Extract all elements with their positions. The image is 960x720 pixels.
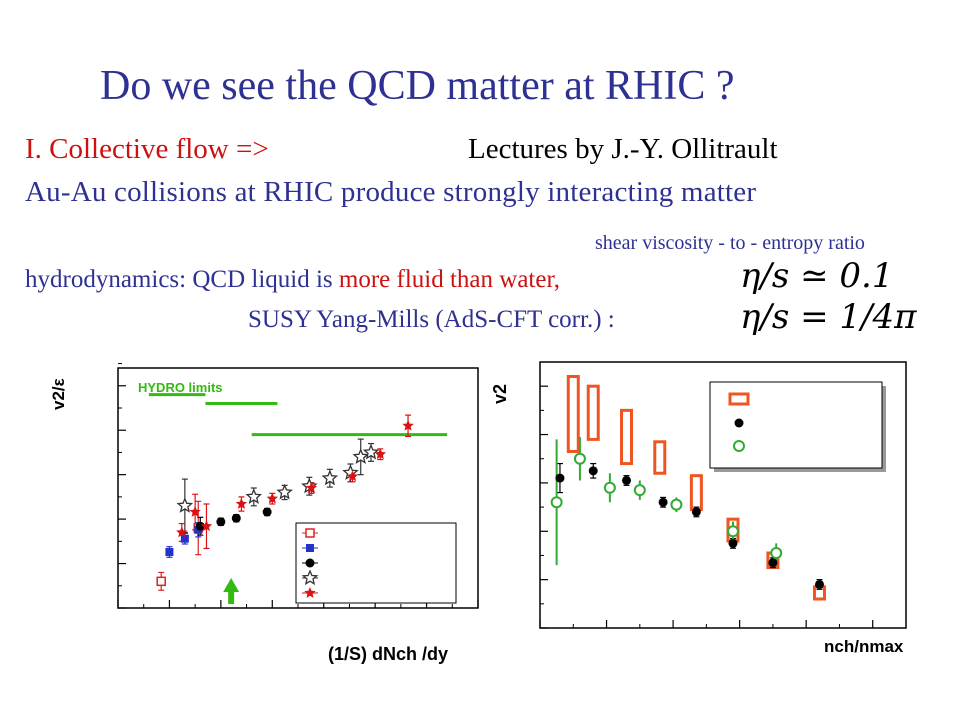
more-fluid-text: more fluid than water,	[338, 266, 561, 293]
v2-vs-nch-chart: v2 nch/nmax	[490, 361, 907, 656]
data-point	[266, 492, 278, 504]
data-point	[231, 513, 241, 523]
right-plot-frame	[539, 361, 907, 629]
data-point	[195, 521, 205, 531]
hydrodynamics-text: hydrodynamics: QCD liquid is	[25, 266, 339, 293]
hydrodynamics-line: hydrodynamics: QCD liquid is more fluid …	[25, 266, 560, 294]
left-y-axis-label: v2/ε	[49, 378, 68, 410]
data-point	[726, 525, 739, 538]
data-point	[402, 419, 414, 431]
hydro-limit-bar	[689, 474, 703, 512]
data-point	[374, 448, 386, 460]
data-point	[200, 520, 213, 532]
legend-marker	[306, 544, 314, 552]
data-point	[814, 579, 824, 589]
hydro-limits-label: HYDRO limits	[138, 380, 223, 395]
viscosity-ratio-label: shear viscosity - to - entropy ratio	[595, 232, 865, 254]
data-point	[262, 507, 272, 517]
data-point	[573, 452, 586, 465]
collective-flow-heading: I. Collective flow =>	[25, 133, 269, 165]
data-point	[276, 483, 293, 500]
hydro-limit-bar	[653, 440, 667, 475]
legend-marker	[305, 558, 315, 568]
data-point	[555, 473, 565, 483]
hydro-limit-bar	[620, 408, 634, 466]
susy-line: SUSY Yang-Mills (AdS-CFT corr.) :	[248, 306, 615, 333]
data-point	[189, 506, 201, 517]
au-au-statement: Au-Au collisions at RHIC produce strongl…	[25, 176, 757, 208]
data-point	[691, 507, 701, 517]
data-point	[176, 497, 194, 513]
data-point	[670, 498, 683, 511]
data-point	[346, 470, 359, 482]
data-point	[603, 481, 616, 494]
legend-marker	[733, 440, 745, 452]
hydro-limit-bar	[586, 384, 600, 441]
data-point	[728, 538, 738, 548]
data-point	[216, 517, 226, 527]
legend-marker	[734, 418, 744, 428]
data-point	[622, 475, 632, 485]
data-point	[321, 469, 339, 486]
data-point	[633, 484, 646, 497]
eta-s-kss-equation: η/s = 1/4π	[740, 297, 917, 337]
data-point	[165, 548, 174, 556]
legend-marker	[304, 587, 316, 598]
legend-marker	[301, 569, 319, 586]
data-point	[235, 498, 248, 509]
data-point	[362, 443, 380, 460]
hydro-limit-bar	[566, 375, 580, 453]
data-point	[352, 448, 369, 465]
right-y-axis-label: v2	[490, 384, 510, 404]
left-x-axis-label: (1/S) dNch /dy	[328, 644, 448, 664]
data-point	[180, 534, 189, 543]
data-point	[550, 496, 563, 509]
legend-marker	[305, 528, 315, 538]
right-x-axis-label: nch/nmax	[824, 637, 904, 656]
eta-s-approx-equation: η/s ≃ 0.1	[740, 256, 894, 296]
data-point	[245, 488, 262, 505]
legend-marker	[728, 392, 750, 406]
data-point	[770, 547, 783, 560]
data-point	[176, 526, 188, 538]
data-point	[305, 482, 318, 493]
left-legend-box	[295, 522, 457, 604]
data-point	[768, 558, 778, 568]
slide-title: Do we see the QCD matter at RHIC ?	[100, 63, 735, 109]
v2-over-eccentricity-chart: HYDRO limits v2/ε (1/S) dNch /dy	[49, 363, 479, 664]
data-point	[156, 576, 166, 587]
data-point	[658, 497, 668, 507]
up-arrow-icon	[223, 578, 240, 604]
lectures-credit: Lectures by J.-Y. Ollitrault	[468, 133, 778, 165]
data-point	[588, 466, 598, 476]
